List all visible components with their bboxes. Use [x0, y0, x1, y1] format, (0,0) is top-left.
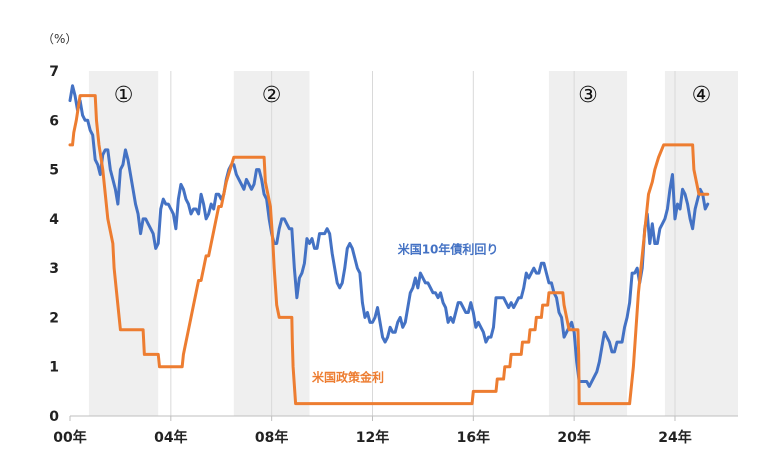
shaded-period-4	[664, 71, 738, 416]
period-label-4: ④	[692, 83, 712, 108]
series-label-1: 米国10年債利回り	[398, 241, 499, 256]
period-label-1: ①	[114, 83, 134, 108]
shaded-period-1	[88, 71, 159, 416]
series-label-2: 米国政策金利	[312, 370, 384, 385]
y-tick-label-4: 4	[49, 212, 59, 228]
unit-label: （%）	[42, 32, 77, 46]
y-tick-label-0: 0	[49, 409, 59, 425]
axes: 0 1 2 3 4 5 6 7 00年 04年 08年 12年 16年 20年 24年 （%）	[42, 32, 738, 446]
x-tick-label-0: 00年	[53, 429, 86, 446]
y-tick-label-1: 1	[49, 360, 59, 376]
series-lines	[68, 84, 710, 406]
series-line-1	[68, 84, 710, 388]
period-label-2: ②	[262, 83, 282, 108]
y-tick-label-7: 7	[49, 64, 59, 80]
y-tick-label-6: 6	[49, 113, 59, 129]
x-tick-label-3: 12年	[356, 429, 389, 446]
x-tick-label-1: 04年	[154, 429, 187, 446]
y-tick-label-5: 5	[49, 163, 59, 179]
x-tick-label-6: 24年	[658, 429, 691, 446]
shaded-period-3	[548, 71, 628, 416]
series-line-2	[68, 94, 710, 406]
x-tick-label-5: 20年	[557, 429, 590, 446]
x-tick-label-4: 16年	[457, 429, 490, 446]
y-tick-label-2: 2	[49, 310, 59, 326]
period-label-3: ③	[578, 83, 598, 108]
y-tick-label-3: 3	[49, 261, 59, 277]
x-tick-label-2: 08年	[255, 429, 288, 446]
